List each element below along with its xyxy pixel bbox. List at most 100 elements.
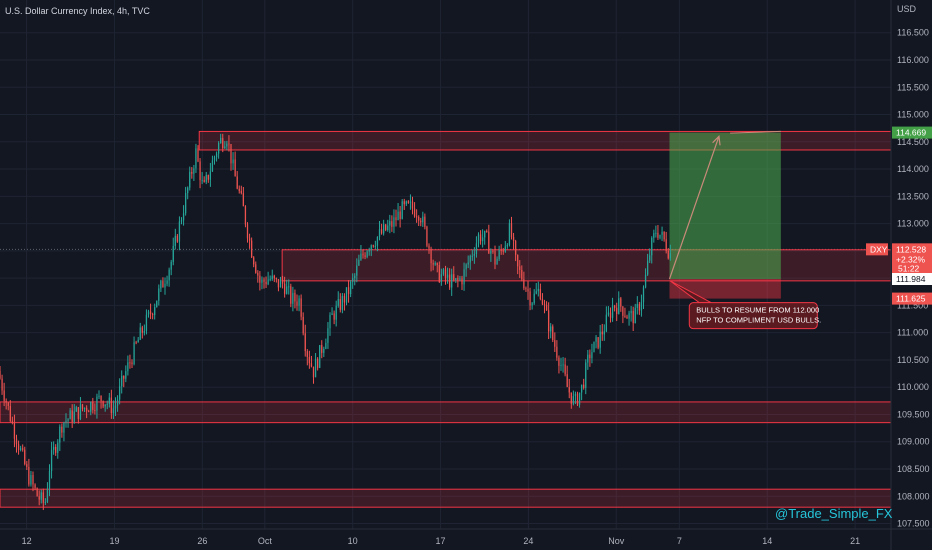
candle-body xyxy=(585,362,587,388)
candle-body xyxy=(273,275,275,279)
candle-body xyxy=(329,314,331,329)
candle-body xyxy=(409,201,412,203)
profit-zone[interactable] xyxy=(669,132,781,280)
candle-body xyxy=(508,223,511,245)
candle-body xyxy=(661,231,663,235)
candle-body xyxy=(413,208,416,217)
candle-body xyxy=(393,217,395,227)
candle-body xyxy=(556,346,558,358)
candle-body xyxy=(133,342,135,364)
y-tick-label: 116.000 xyxy=(897,55,929,65)
candle-body xyxy=(624,315,626,317)
y-tick-label: 111.500 xyxy=(897,300,928,310)
candle-body xyxy=(304,333,306,352)
candle-body xyxy=(85,407,88,412)
y-tick-label: 114.500 xyxy=(897,137,929,147)
callout-box[interactable] xyxy=(688,302,818,330)
candle-body xyxy=(123,375,125,379)
candle-body xyxy=(0,370,1,379)
candle-body xyxy=(265,281,267,285)
candles xyxy=(0,133,671,511)
candle-body xyxy=(3,390,5,401)
x-tick-label: 19 xyxy=(109,536,119,546)
candle-body xyxy=(104,404,106,407)
candle-body xyxy=(651,237,653,256)
candle-body xyxy=(461,278,463,285)
candle-body xyxy=(560,364,562,366)
candle-body xyxy=(333,313,335,320)
candle-body xyxy=(151,314,154,316)
candle-body xyxy=(415,216,418,218)
candle-body xyxy=(605,314,608,332)
candle-body xyxy=(469,256,471,263)
candle-body xyxy=(535,291,537,294)
candle-body xyxy=(659,234,661,238)
candle-body xyxy=(325,342,327,349)
candle-body xyxy=(255,264,257,273)
candle-body xyxy=(669,253,671,259)
candle-body xyxy=(389,221,391,226)
candle-body xyxy=(488,231,490,254)
candle-body xyxy=(9,405,11,421)
candle-body xyxy=(290,286,292,304)
loss-zone[interactable] xyxy=(669,279,781,299)
support-zone-upper[interactable] xyxy=(0,401,892,424)
candle-body xyxy=(564,364,566,375)
countdown-text: 51:22 xyxy=(898,263,920,273)
y-tick-label: 108.000 xyxy=(897,491,930,501)
candle-body xyxy=(442,269,445,275)
candle-body xyxy=(79,404,82,419)
candle-body xyxy=(131,362,133,364)
pivot-zone[interactable] xyxy=(281,249,892,282)
candle-body xyxy=(552,326,554,341)
candle-body xyxy=(172,245,174,262)
position-tool[interactable] xyxy=(669,132,781,299)
x-tick-label: 12 xyxy=(22,536,32,546)
support-zone-lower[interactable] xyxy=(0,488,892,508)
callout-text: BULLS TO RESUME FROM 112.000 xyxy=(696,306,819,315)
candle-body xyxy=(166,280,168,284)
candle-body xyxy=(473,253,476,256)
callout-text: NFP TO COMPLIMENT USD BULLS. xyxy=(696,316,821,325)
candle-body xyxy=(19,448,22,450)
candle-body xyxy=(642,287,645,303)
candle-body xyxy=(257,272,259,276)
candle-body xyxy=(30,475,32,485)
candle-body xyxy=(141,327,143,333)
candle-body xyxy=(354,275,356,279)
candle-body xyxy=(236,176,238,189)
candle-body xyxy=(42,492,44,503)
candle-body xyxy=(116,399,119,406)
candle-body xyxy=(368,250,370,252)
candle-body xyxy=(98,395,100,397)
candle-body xyxy=(599,331,601,348)
candle-body xyxy=(578,392,581,405)
candle-body xyxy=(308,357,311,364)
x-tick-label: 14 xyxy=(762,536,772,546)
candle-body xyxy=(15,438,18,445)
candle-body xyxy=(67,419,69,421)
candle-body xyxy=(547,310,550,332)
candle-body xyxy=(250,240,253,258)
candle-body xyxy=(601,331,603,335)
candle-body xyxy=(426,226,428,246)
candle-body xyxy=(399,211,401,219)
candle-body xyxy=(224,146,226,149)
candle-body xyxy=(306,351,308,358)
candle-body xyxy=(471,255,473,257)
candle-body xyxy=(655,232,657,234)
y-tick-label: 113.000 xyxy=(897,219,929,229)
candle-body xyxy=(226,143,228,147)
candle-body xyxy=(595,337,597,342)
candle-body xyxy=(537,288,539,292)
candle-body xyxy=(580,384,583,393)
candle-body xyxy=(523,279,525,289)
candle-body xyxy=(143,330,146,333)
resistance-zone[interactable] xyxy=(198,130,892,151)
candle-body xyxy=(28,466,30,485)
candle-body xyxy=(649,255,651,261)
time-axis[interactable]: 12 19 26 Oct 10 17 24 Nov 7 14 21 xyxy=(22,536,861,546)
candle-body xyxy=(127,362,129,372)
